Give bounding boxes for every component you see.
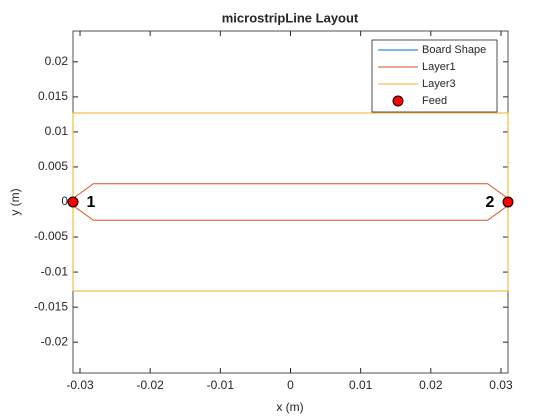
feed-point: [67, 196, 79, 208]
x-axis-label: x (m): [276, 400, 303, 414]
y-tick-label: 0.02: [45, 54, 69, 68]
x-tick-label: -0.03: [66, 378, 94, 392]
y-tick-label: 0: [61, 194, 68, 208]
chart-title: microstripLine Layout: [222, 10, 359, 25]
legend-label: Board Shape: [422, 44, 486, 56]
x-tick-label: 0.01: [349, 378, 373, 392]
y-tick-label: -0.015: [34, 299, 68, 313]
legend-swatch: [392, 95, 404, 107]
layer-outline: [72, 112, 509, 292]
legend-label: Layer1: [422, 61, 456, 73]
y-tick-label: -0.01: [41, 264, 69, 278]
x-tick-label: 0.03: [489, 378, 513, 392]
feed-label: 2: [486, 194, 495, 211]
legend-label: Layer3: [422, 78, 456, 90]
x-tick-label: -0.01: [207, 378, 235, 392]
legend-label: Feed: [422, 95, 447, 107]
x-tick-label: 0: [287, 378, 294, 392]
y-axis-label: y (m): [8, 188, 22, 215]
y-tick-label: 0.015: [38, 89, 68, 103]
y-tick-label: 0.005: [38, 159, 68, 173]
feed-point: [502, 196, 514, 208]
x-tick-label: 0.02: [419, 378, 443, 392]
y-tick-label: -0.02: [41, 334, 69, 348]
feed-label: 1: [87, 194, 96, 211]
y-tick-label: -0.005: [34, 229, 68, 243]
x-tick-label: -0.02: [136, 378, 164, 392]
y-tick-label: 0.01: [45, 124, 69, 138]
